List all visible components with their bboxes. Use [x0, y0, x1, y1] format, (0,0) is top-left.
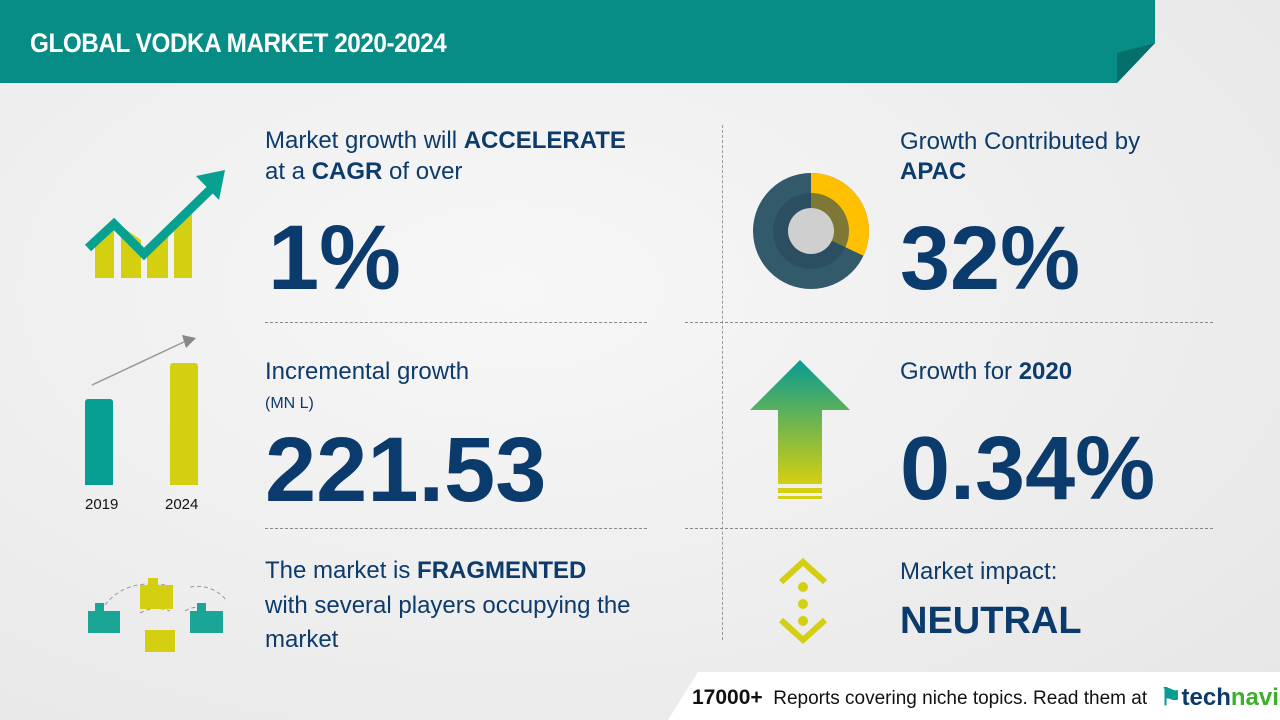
cagr-value: 1% — [268, 207, 401, 309]
footer-text: 17000+ Reports covering niche topics. Re… — [692, 686, 1147, 710]
footer-bar — [668, 672, 1280, 720]
cagr-text: at a — [265, 158, 312, 185]
report-count: 17000+ — [692, 686, 763, 709]
divider — [265, 528, 647, 529]
fragmented-line2: with several players occupying the — [265, 592, 631, 619]
divider — [265, 322, 647, 323]
impact-value: NEUTRAL — [900, 600, 1082, 642]
impact-label: Market impact: — [900, 558, 1058, 585]
neutral-impact-icon — [778, 558, 828, 645]
cagr-emphasis: ACCELERATE — [463, 127, 626, 154]
apac-value: 32% — [900, 209, 1081, 309]
page-title: GLOBAL VODKA MARKET 2020-2024 — [30, 28, 447, 58]
growth-year-text: Growth for — [900, 358, 1019, 385]
incremental-value: 221.53 — [265, 419, 547, 521]
header-banner — [0, 0, 1155, 83]
fragmented-line3: market — [265, 626, 339, 653]
logo-navio: navio — [1230, 684, 1280, 711]
divider — [685, 528, 1213, 529]
divider — [685, 322, 1213, 323]
incremental-unit: (MN L) — [265, 395, 314, 412]
footer-message: Reports covering niche topics. Read them… — [773, 688, 1148, 709]
bar-year-2024: 2024 — [165, 496, 199, 513]
apac-region: APAC — [900, 158, 967, 185]
up-arrow-icon — [750, 360, 850, 499]
technavio-logo[interactable]: ⚑technavio — [1160, 683, 1280, 712]
growth-year: 2020 — [1018, 358, 1073, 385]
logo-tech: tech — [1181, 684, 1231, 711]
fragmented-text: The market is — [265, 557, 418, 584]
fragmented-emphasis: FRAGMENTED — [417, 557, 587, 584]
incremental-label: Incremental growth — [265, 358, 470, 385]
buildings-icon — [88, 578, 227, 652]
bar-year-2019: 2019 — [85, 496, 119, 513]
apac-donut-icon — [753, 173, 869, 289]
cagr-text: of over — [382, 158, 463, 185]
growth-year-value: 0.34% — [900, 419, 1156, 519]
cagr-text: Market growth will — [265, 127, 464, 154]
cagr-emphasis: CAGR — [311, 158, 383, 185]
fragmented-line1: The market is FRAGMENTED — [265, 557, 586, 585]
column-divider — [722, 125, 723, 640]
logo-flag-icon: ⚑ — [1160, 684, 1182, 711]
growth-year-label: Growth for 2020 — [900, 358, 1072, 386]
incremental-bar-icon — [85, 335, 198, 485]
growth-chart-icon — [84, 170, 225, 278]
cagr-line1: Market growth will ACCELERATE — [265, 127, 626, 155]
apac-label: Growth Contributed by — [900, 128, 1141, 155]
cagr-line2: at a CAGR of over — [265, 158, 462, 186]
